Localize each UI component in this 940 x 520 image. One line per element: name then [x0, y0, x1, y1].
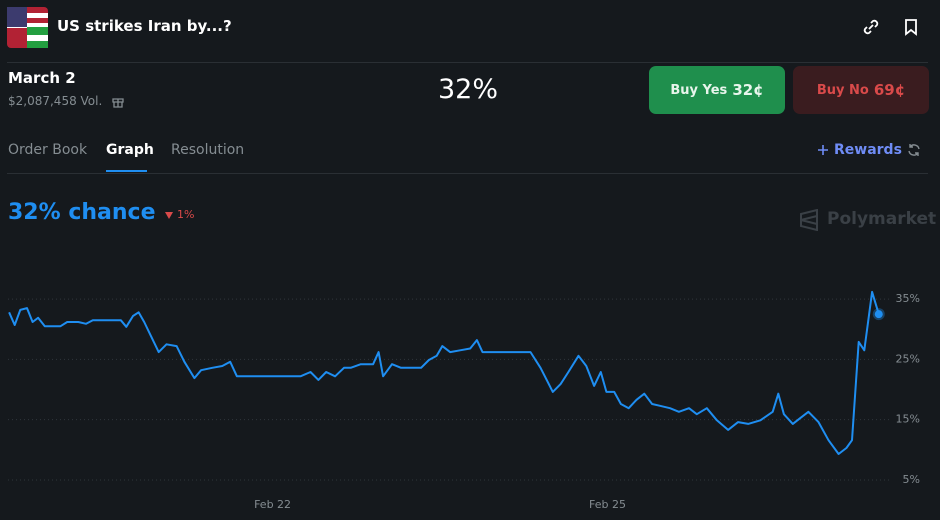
- refresh-icon[interactable]: [907, 143, 921, 157]
- buy-yes-label: Buy Yes: [670, 82, 728, 98]
- brand-logo: [800, 209, 818, 231]
- market-icon: [7, 7, 48, 48]
- y-tick-label: 15%: [896, 413, 920, 426]
- x-tick-label: Feb 22: [254, 498, 291, 511]
- chance: 32% chance: [8, 200, 156, 225]
- tab[interactable]: Graph: [106, 142, 154, 158]
- buy-no-button[interactable]: Buy No 69¢: [793, 66, 929, 114]
- bookmark-icon[interactable]: [903, 18, 919, 36]
- tab[interactable]: Order Book: [8, 142, 88, 158]
- y-tick-label: 35%: [896, 292, 920, 305]
- y-tick-label: 5%: [903, 473, 920, 486]
- y-tick-label: 25%: [896, 352, 920, 365]
- volume: $2,087,458 Vol.: [8, 94, 103, 108]
- divider: [7, 173, 928, 174]
- tab-underline: [106, 170, 147, 172]
- down-arrow: [165, 212, 173, 219]
- current-point: [874, 310, 883, 319]
- buy-yes-price: 32¢: [732, 81, 764, 99]
- link-icon[interactable]: [862, 18, 880, 36]
- price-line: [8, 290, 880, 455]
- brand: Polymarket: [827, 209, 937, 229]
- plus-icon: [818, 145, 828, 155]
- tab[interactable]: Resolution: [171, 142, 245, 158]
- x-tick-label: Feb 25: [589, 498, 626, 511]
- market-date: March 2: [8, 69, 76, 87]
- buy-yes-button[interactable]: Buy Yes 32¢: [649, 66, 785, 114]
- buy-no-label: Buy No: [816, 82, 869, 98]
- probability: 32%: [437, 74, 498, 105]
- market-title: US strikes Iran by...?: [57, 17, 232, 35]
- gift-icon[interactable]: [111, 94, 125, 108]
- rewards-link[interactable]: Rewards: [834, 142, 902, 158]
- change: 1%: [177, 208, 195, 221]
- divider: [7, 62, 928, 63]
- buy-no-price: 69¢: [873, 81, 906, 99]
